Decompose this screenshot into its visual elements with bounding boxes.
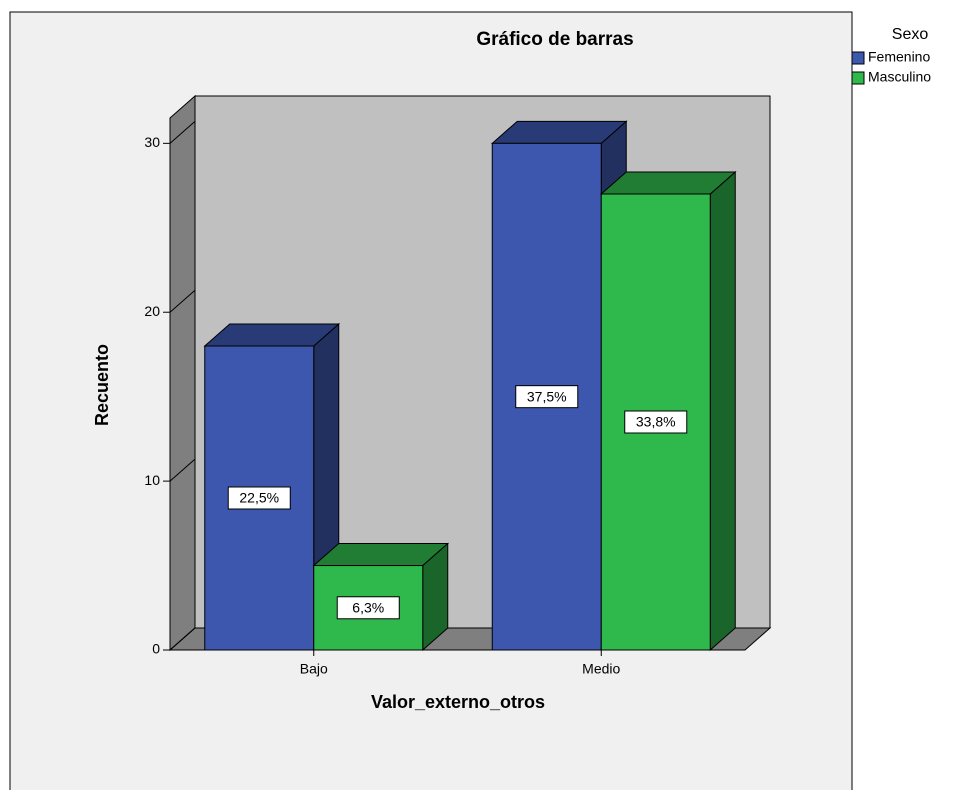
y-tick-label: 30 <box>144 134 160 150</box>
bar <box>312 542 450 652</box>
chart-title: Gráfico de barras <box>476 29 633 50</box>
label-box <box>515 385 579 409</box>
grid-line <box>169 120 196 144</box>
x-tick-label: Bajo <box>300 661 328 677</box>
legend-title: Sexo <box>892 26 929 43</box>
y-tick-label: 10 <box>144 472 160 488</box>
legend-swatch <box>851 51 865 65</box>
data-label: 33,8% <box>636 414 676 430</box>
x-tick-label: Medio <box>582 661 620 677</box>
y-tick-label: 20 <box>144 303 160 319</box>
y-axis-label: Recuento <box>92 344 112 426</box>
y-tick-label: 0 <box>152 641 160 657</box>
data-label: 22,5% <box>239 490 279 506</box>
data-label: 6,3% <box>352 599 384 615</box>
grid-line <box>169 458 196 482</box>
label-box <box>336 596 400 620</box>
x-axis-label: Valor_externo_otros <box>371 692 545 712</box>
grid-line <box>169 289 196 313</box>
side-wall <box>169 94 196 652</box>
label-box <box>624 410 688 434</box>
legend-label: Masculino <box>868 69 931 85</box>
label-box <box>227 486 291 510</box>
data-label: 37,5% <box>527 388 567 404</box>
legend-swatch <box>851 71 865 85</box>
grid-line <box>169 627 196 651</box>
bar-side <box>709 170 736 652</box>
legend-label: Femenino <box>868 49 930 65</box>
